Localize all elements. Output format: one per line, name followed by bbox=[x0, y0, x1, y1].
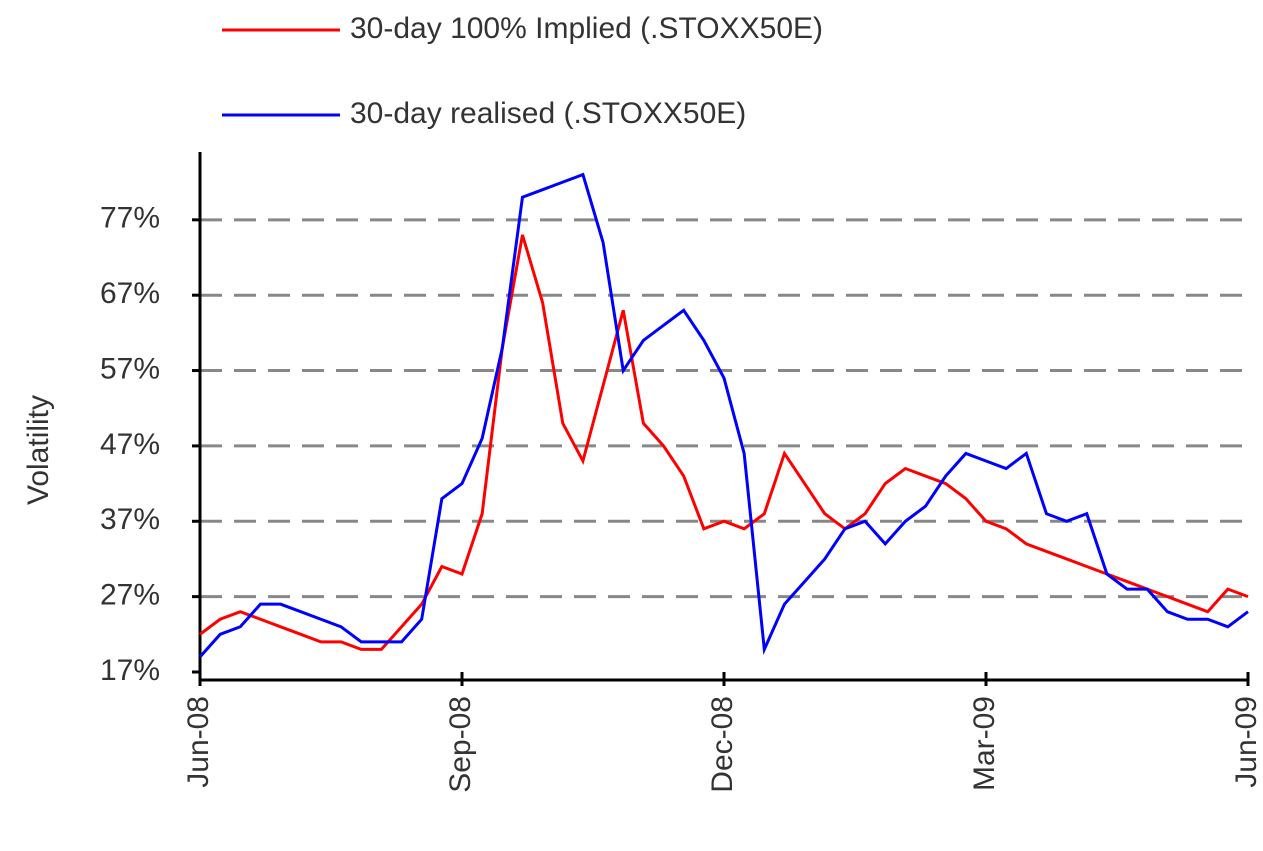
y-tick-label: 37% bbox=[100, 503, 160, 536]
y-tick-label: 27% bbox=[100, 579, 160, 612]
y-tick-label: 47% bbox=[100, 428, 160, 461]
legend-label: 30-day 100% Implied (.STOXX50E) bbox=[350, 12, 823, 45]
x-tick-label: Mar-09 bbox=[968, 696, 1001, 791]
y-axis-title: Volatility bbox=[22, 395, 55, 505]
series-line bbox=[198, 172, 1249, 658]
legend-label: 30-day realised (.STOXX50E) bbox=[350, 97, 746, 130]
x-tick-label: Sep-08 bbox=[444, 696, 477, 793]
y-tick-label: 67% bbox=[100, 277, 160, 310]
x-tick-label: Dec-08 bbox=[706, 696, 739, 793]
y-tick-label: 57% bbox=[100, 352, 160, 385]
y-tick-label: 77% bbox=[100, 202, 160, 235]
y-tick-label: 17% bbox=[100, 654, 160, 687]
x-tick-label: Jun-08 bbox=[182, 696, 215, 788]
x-tick-label: Jun-09 bbox=[1230, 696, 1263, 788]
series-line bbox=[199, 234, 1249, 651]
